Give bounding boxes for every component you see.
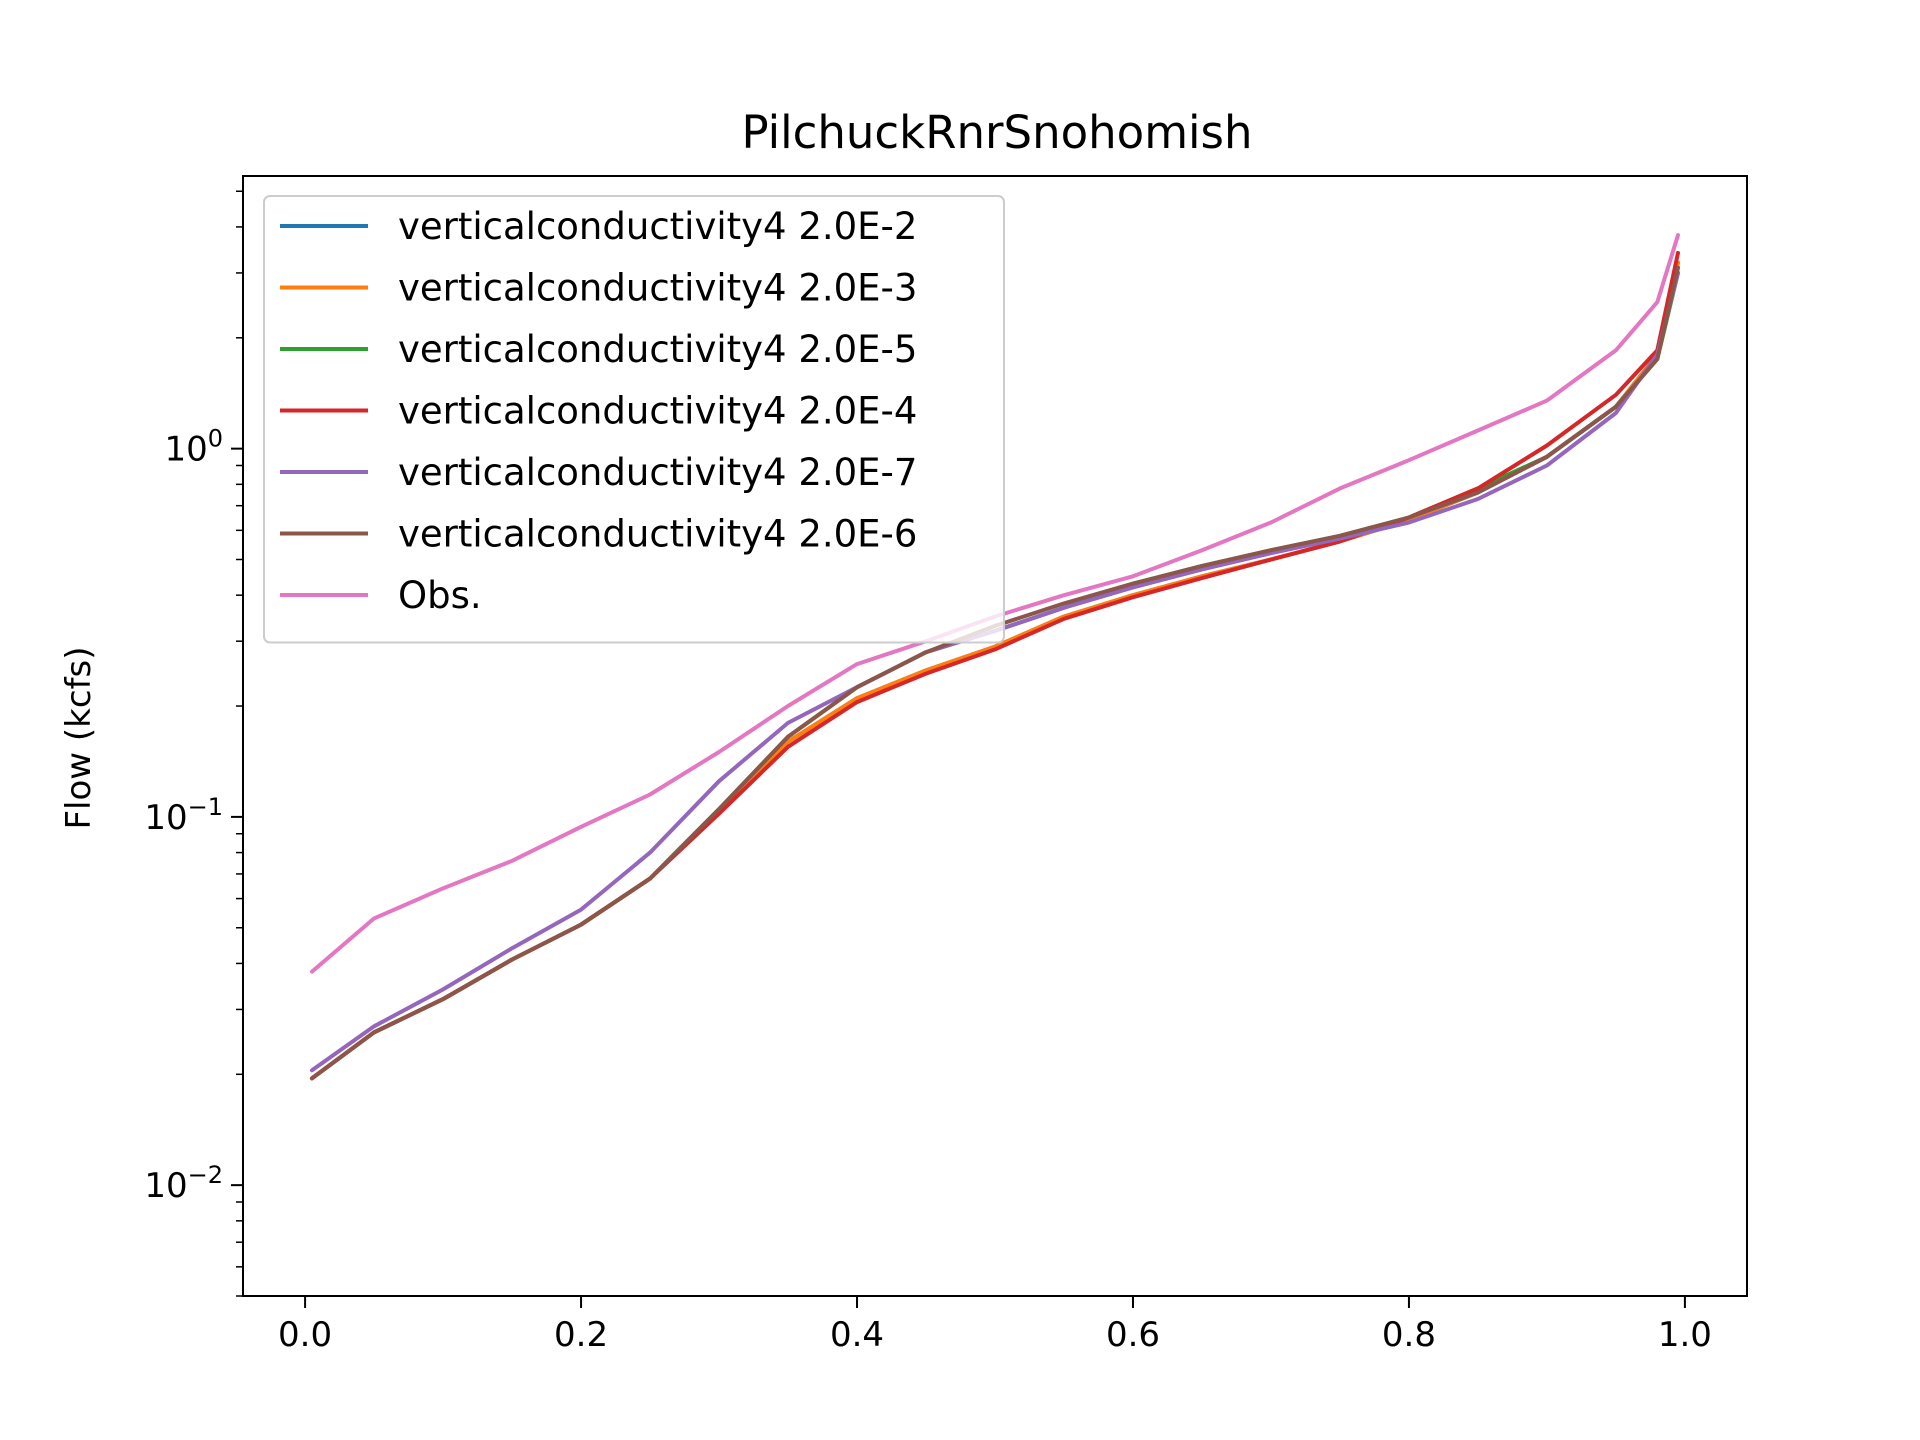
- legend: verticalconductivity4 2.0E-2 verticalcond…: [263, 195, 1005, 644]
- series-line-4: [310, 270, 1680, 1073]
- y-tick-label-0: 10−2: [144, 1161, 223, 1206]
- axes-layer: 0.0 0.2 0.4 0.6 0.8 1.0 10−2 10−1 100: [144, 175, 1748, 1355]
- legend-label-3: verticalconductivity4 2.0E-4: [398, 390, 917, 433]
- legend-box: [263, 195, 1005, 644]
- x-tick-label-3: 0.6: [1106, 1315, 1160, 1355]
- x-tick-label-5: 1.0: [1658, 1315, 1712, 1355]
- chart-title: PilchuckRnrSnohomish: [742, 106, 1253, 159]
- y-tick-label-2: 100: [164, 425, 223, 470]
- x-tick-label-0: 0.0: [278, 1315, 332, 1355]
- legend-label-4: verticalconductivity4 2.0E-7: [398, 451, 917, 494]
- plot-frame: [242, 175, 1748, 1297]
- x-tick-label-2: 0.4: [830, 1315, 884, 1355]
- series-layer: [310, 233, 1680, 1081]
- legend-label-6: Obs.: [398, 574, 482, 617]
- series-line-5: [310, 265, 1680, 1081]
- legend-label-0: verticalconductivity4 2.0E-2: [398, 205, 917, 248]
- legend-label-5: verticalconductivity4 2.0E-6: [398, 513, 917, 556]
- x-tick-label-1: 0.2: [554, 1315, 608, 1355]
- legend-label-2: verticalconductivity4 2.0E-5: [398, 328, 917, 371]
- y-tick-label-1: 10−1: [144, 793, 223, 838]
- series-line-6: [310, 233, 1680, 974]
- y-axis-label: Flow (kcfs): [59, 646, 99, 829]
- x-tick-label-4: 0.8: [1382, 1315, 1436, 1355]
- legend-label-1: verticalconductivity4 2.0E-3: [398, 267, 917, 310]
